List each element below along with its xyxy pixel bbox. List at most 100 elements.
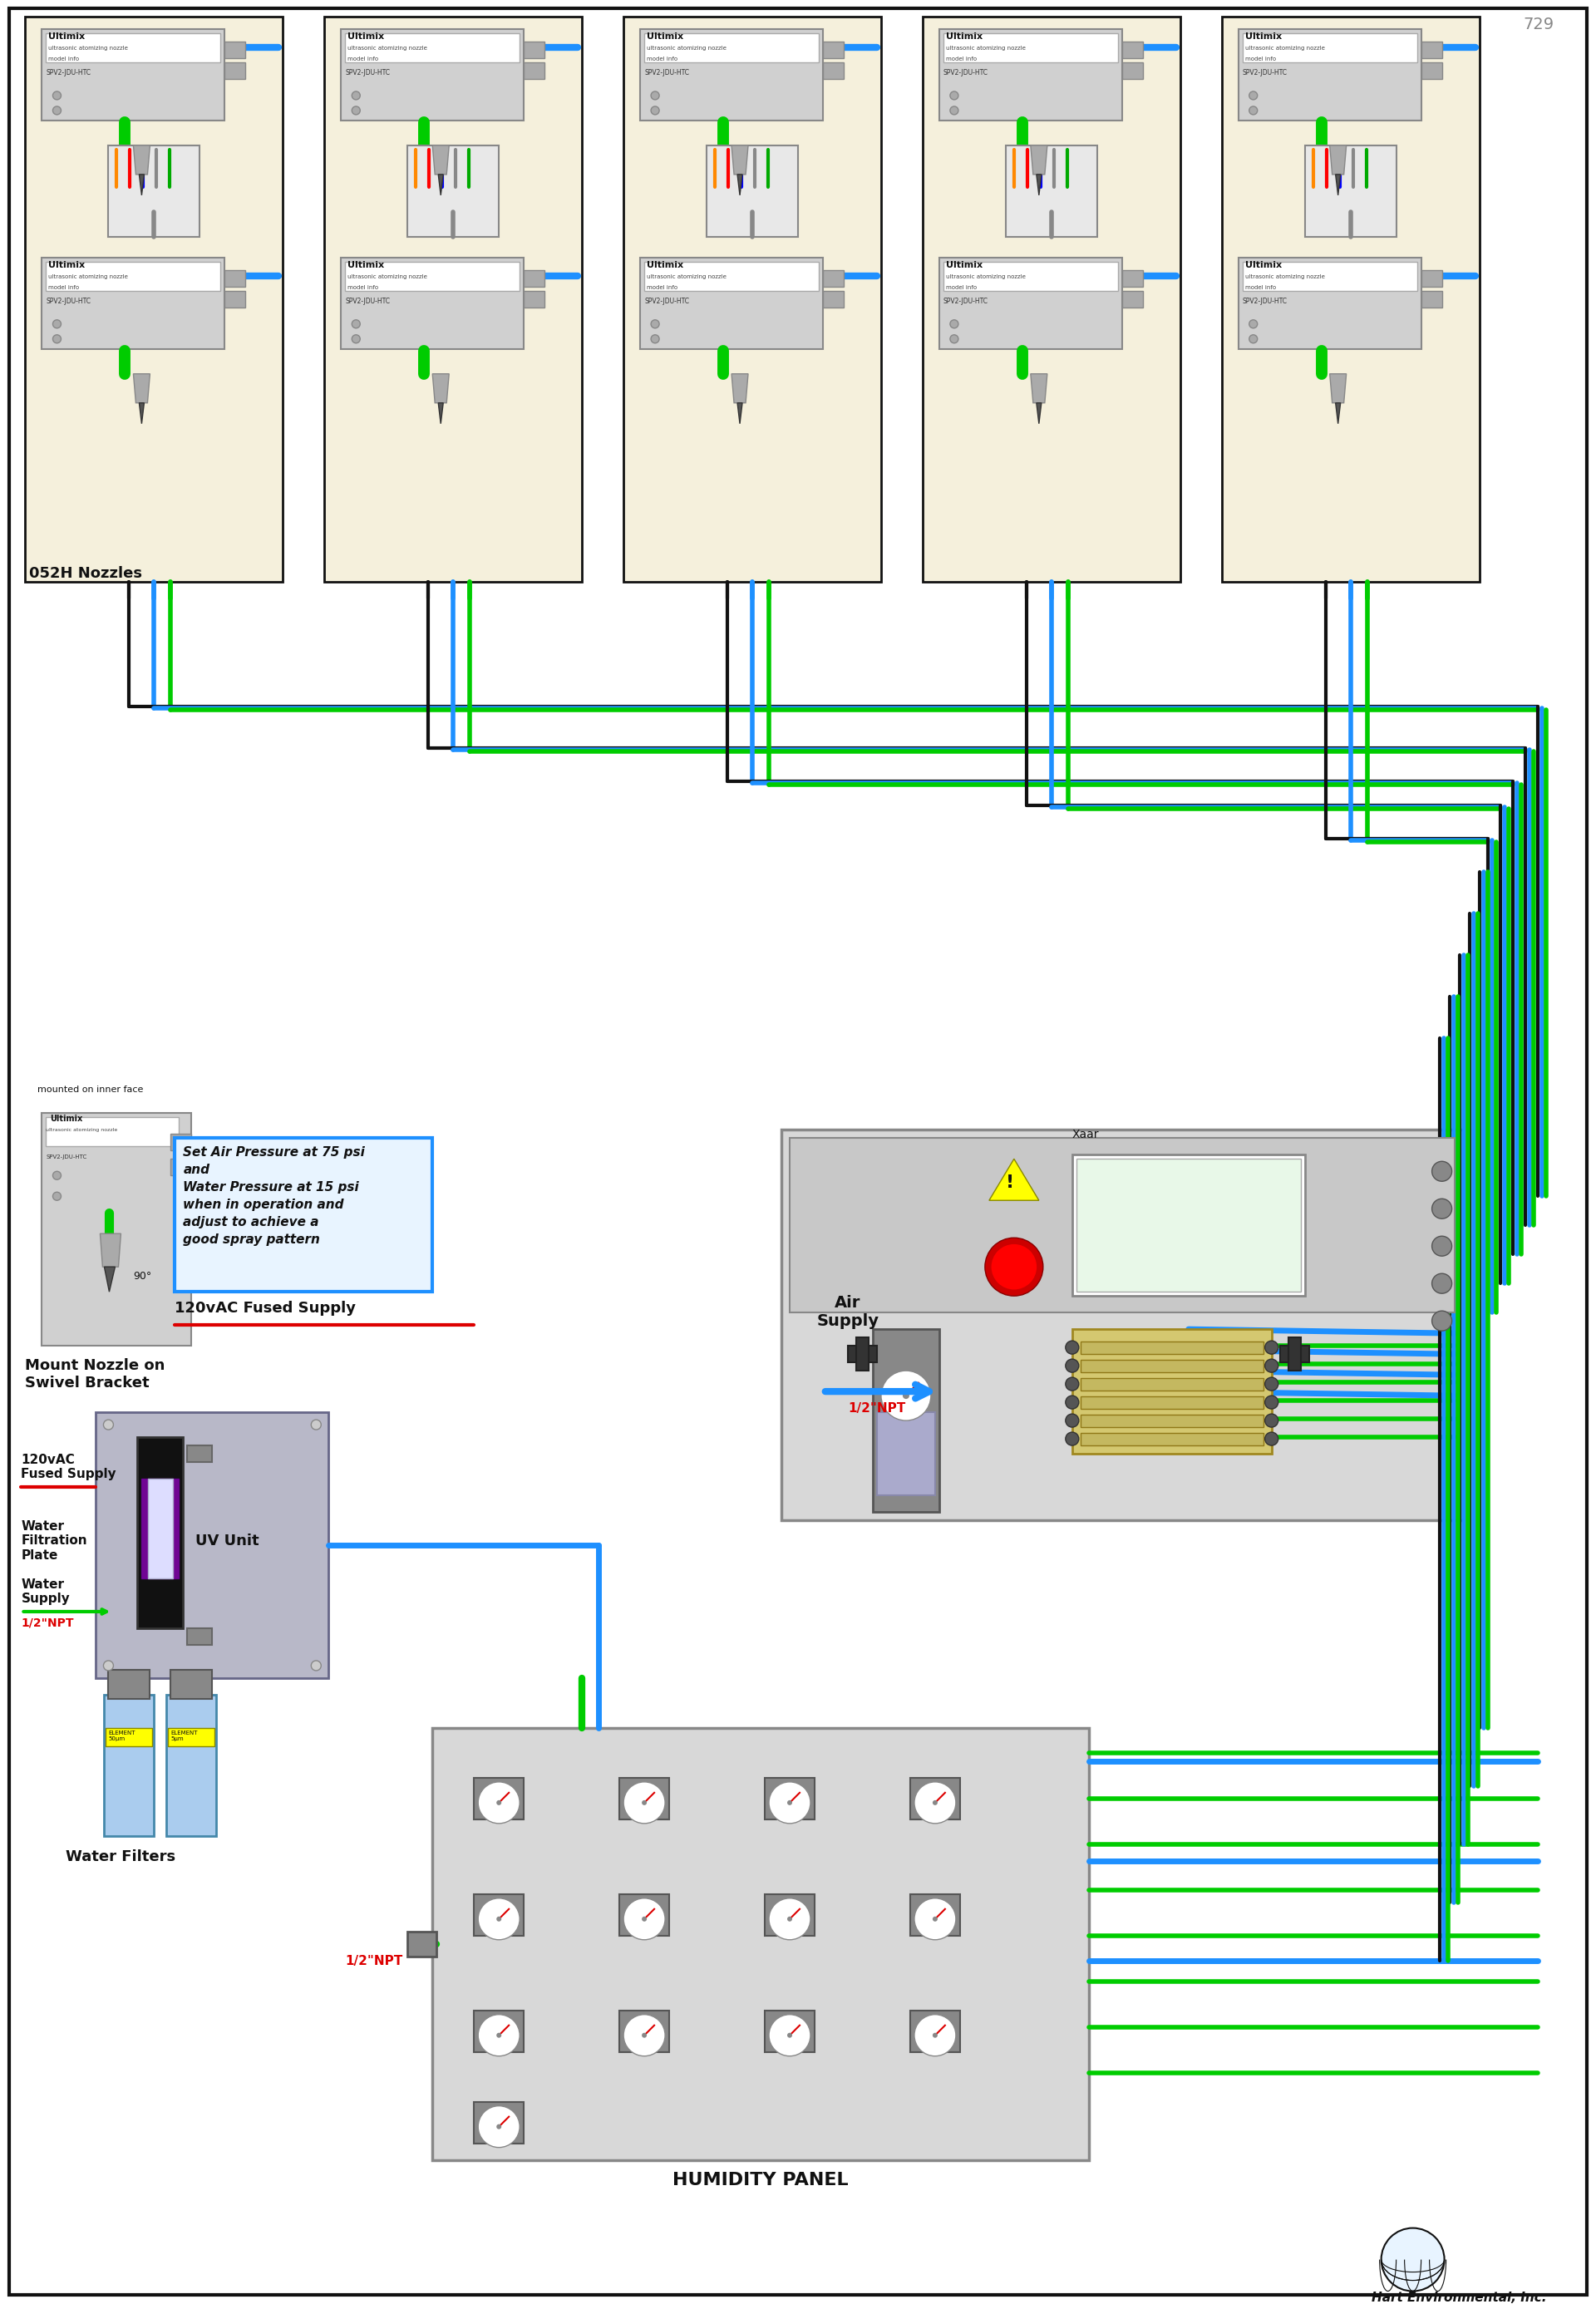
Text: SPV2-JDU-HTC: SPV2-JDU-HTC xyxy=(46,297,91,304)
Circle shape xyxy=(651,320,659,327)
Polygon shape xyxy=(731,145,749,175)
Bar xyxy=(324,16,583,581)
Text: 052H Nozzles: 052H Nozzles xyxy=(29,567,142,581)
Circle shape xyxy=(642,1799,646,1804)
Circle shape xyxy=(1266,1341,1278,1355)
Circle shape xyxy=(1066,1359,1079,1373)
Bar xyxy=(225,290,246,306)
Polygon shape xyxy=(101,1233,121,1267)
Text: HUMIDITY PANEL: HUMIDITY PANEL xyxy=(672,2173,849,2189)
Bar xyxy=(1420,41,1441,58)
Bar xyxy=(1122,62,1143,78)
Text: Water
Filtration
Plate: Water Filtration Plate xyxy=(21,1521,88,1562)
Circle shape xyxy=(496,1917,501,1922)
Circle shape xyxy=(351,320,361,327)
Bar xyxy=(910,1894,961,1935)
Text: SPV2-JDU-HTC: SPV2-JDU-HTC xyxy=(1242,69,1288,76)
Bar xyxy=(46,1117,179,1147)
Circle shape xyxy=(624,1781,666,1822)
Bar xyxy=(1221,16,1479,581)
Circle shape xyxy=(950,320,958,327)
Bar xyxy=(938,258,1122,348)
Text: model info: model info xyxy=(946,58,977,62)
Polygon shape xyxy=(433,373,448,403)
Circle shape xyxy=(624,1898,666,1940)
Bar xyxy=(523,290,544,306)
Bar xyxy=(645,263,819,290)
Circle shape xyxy=(496,2124,501,2129)
Text: mounted on inner face: mounted on inner face xyxy=(38,1085,144,1094)
Text: SPV2-JDU-HTC: SPV2-JDU-HTC xyxy=(345,297,389,304)
Circle shape xyxy=(915,1781,956,1822)
Text: SPV2-JDU-HTC: SPV2-JDU-HTC xyxy=(943,69,988,76)
Polygon shape xyxy=(737,403,742,424)
Bar xyxy=(943,32,1117,62)
Circle shape xyxy=(642,1917,646,1922)
Circle shape xyxy=(950,106,958,115)
Text: Water
Supply: Water Supply xyxy=(21,1578,70,1606)
Bar xyxy=(619,1779,669,1820)
Circle shape xyxy=(1432,1311,1452,1332)
Text: ultrasonic atomizing nozzle: ultrasonic atomizing nozzle xyxy=(1245,46,1325,51)
Text: ultrasonic atomizing nozzle: ultrasonic atomizing nozzle xyxy=(348,46,428,51)
Text: SPV2-JDU-HTC: SPV2-JDU-HTC xyxy=(345,69,389,76)
Bar xyxy=(407,1931,437,1956)
Bar xyxy=(640,30,824,120)
Bar xyxy=(96,1412,329,1677)
Text: Mount Nozzle on
Swivel Bracket: Mount Nozzle on Swivel Bracket xyxy=(26,1359,166,1392)
Text: SPV2-JDU-HTC: SPV2-JDU-HTC xyxy=(46,69,91,76)
Text: UV Unit: UV Unit xyxy=(196,1534,260,1548)
Bar xyxy=(938,30,1122,120)
Text: Ultimix: Ultimix xyxy=(48,32,85,41)
Text: Ultimix: Ultimix xyxy=(946,260,983,270)
Circle shape xyxy=(903,1392,910,1399)
Text: ultrasonic atomizing nozzle: ultrasonic atomizing nozzle xyxy=(348,274,428,279)
Bar xyxy=(474,2101,523,2143)
Bar xyxy=(824,270,844,286)
Circle shape xyxy=(53,1191,61,1200)
Polygon shape xyxy=(1336,175,1341,196)
Circle shape xyxy=(985,1237,1044,1295)
Circle shape xyxy=(104,1419,113,1431)
Text: ultrasonic atomizing nozzle: ultrasonic atomizing nozzle xyxy=(1245,274,1325,279)
Circle shape xyxy=(1266,1359,1278,1373)
Bar xyxy=(225,270,246,286)
Circle shape xyxy=(1432,1161,1452,1182)
Bar xyxy=(523,270,544,286)
Circle shape xyxy=(651,92,659,99)
Bar xyxy=(1073,1154,1306,1295)
Bar xyxy=(619,2011,669,2053)
Bar xyxy=(41,1113,192,1346)
Text: SPV2-JDU-HTC: SPV2-JDU-HTC xyxy=(645,297,689,304)
Bar xyxy=(41,30,225,120)
Circle shape xyxy=(479,2014,520,2055)
Bar xyxy=(166,1696,217,1836)
Text: Water Filters: Water Filters xyxy=(65,1850,176,1864)
Bar xyxy=(876,1412,935,1495)
Circle shape xyxy=(1066,1341,1079,1355)
Text: ELEMENT
50μm: ELEMENT 50μm xyxy=(109,1730,136,1742)
Bar xyxy=(109,1670,150,1698)
Text: SPV2-JDU-HTC: SPV2-JDU-HTC xyxy=(645,69,689,76)
Circle shape xyxy=(1432,1237,1452,1256)
Bar xyxy=(619,1894,669,1935)
Bar xyxy=(105,1728,153,1746)
Bar xyxy=(225,41,246,58)
Bar xyxy=(104,1696,155,1836)
Text: 1/2"NPT: 1/2"NPT xyxy=(847,1403,905,1415)
Circle shape xyxy=(1266,1433,1278,1445)
Bar xyxy=(847,1346,876,1362)
Circle shape xyxy=(624,2014,666,2055)
Circle shape xyxy=(950,334,958,343)
Circle shape xyxy=(915,1898,956,1940)
Text: model info: model info xyxy=(1245,286,1275,290)
Circle shape xyxy=(1266,1378,1278,1392)
Text: ultrasonic atomizing nozzle: ultrasonic atomizing nozzle xyxy=(46,1129,118,1131)
Bar xyxy=(171,1159,192,1175)
Bar xyxy=(1288,1339,1301,1371)
Bar xyxy=(1080,1396,1264,1410)
Text: ultrasonic atomizing nozzle: ultrasonic atomizing nozzle xyxy=(946,46,1026,51)
Text: ultrasonic atomizing nozzle: ultrasonic atomizing nozzle xyxy=(646,46,726,51)
Circle shape xyxy=(1266,1396,1278,1410)
Text: model info: model info xyxy=(646,58,678,62)
